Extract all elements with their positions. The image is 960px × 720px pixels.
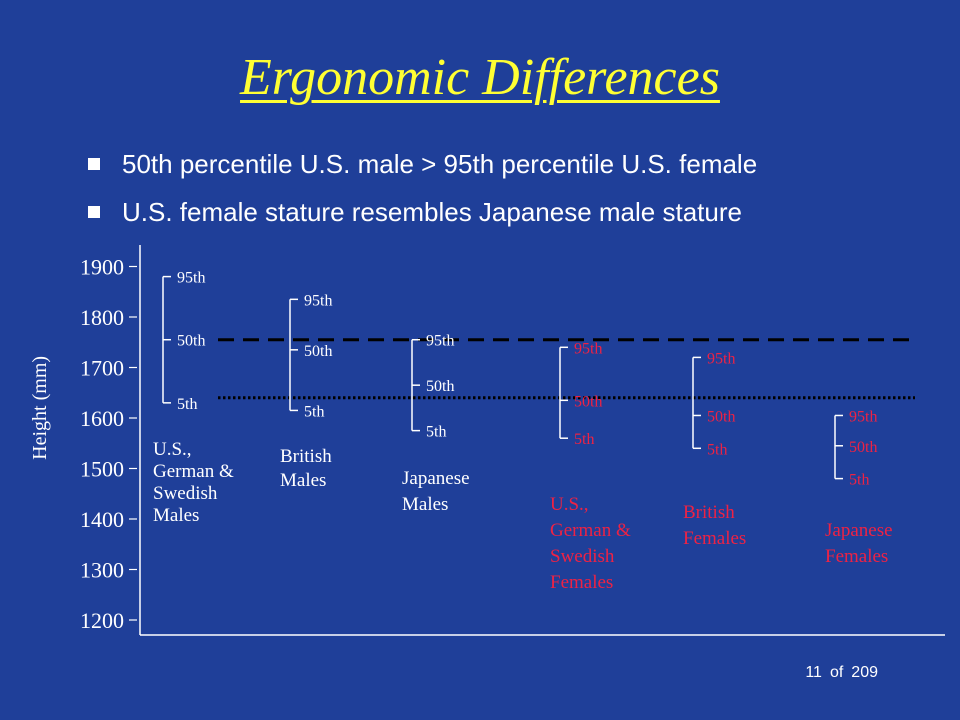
group-label: Japanese bbox=[825, 520, 893, 541]
bullet-list: 50th percentile U.S. male > 95th percent… bbox=[88, 140, 757, 236]
percentile-label: 95th bbox=[304, 292, 332, 309]
group-label: Females bbox=[683, 528, 746, 549]
bullet-item: 50th percentile U.S. male > 95th percent… bbox=[88, 140, 757, 188]
group-label: Males bbox=[153, 505, 199, 526]
percentile-label: 95th bbox=[574, 340, 602, 357]
bullet-text: U.S. female stature resembles Japanese m… bbox=[122, 196, 742, 227]
y-tick-label: 1300 bbox=[80, 558, 124, 583]
percentile-label: 50th bbox=[177, 333, 205, 350]
percentile-label: 50th bbox=[304, 343, 332, 360]
percentile-label: 95th bbox=[426, 333, 454, 350]
percentile-label: 50th bbox=[707, 408, 735, 425]
y-tick-label: 1500 bbox=[80, 457, 124, 482]
page-counter: 11 of 209 bbox=[797, 664, 878, 682]
percentile-label: 5th bbox=[177, 396, 197, 413]
group-label: U.S., bbox=[550, 494, 589, 515]
group-label: German & bbox=[550, 520, 631, 541]
percentile-label: 5th bbox=[574, 431, 594, 448]
percentile-label: 50th bbox=[574, 393, 602, 410]
page-of-label: of bbox=[829, 664, 844, 681]
percentile-label: 5th bbox=[304, 403, 324, 420]
group-label: Swedish bbox=[153, 483, 218, 504]
group-label: Japanese bbox=[402, 468, 470, 489]
group-label: British bbox=[683, 502, 735, 523]
percentile-label: 5th bbox=[426, 424, 446, 441]
y-tick-label: 1600 bbox=[80, 406, 124, 431]
percentile-label: 5th bbox=[707, 441, 727, 458]
percentile-label: 50th bbox=[426, 378, 454, 395]
percentile-label: 95th bbox=[707, 350, 735, 367]
page-current: 11 bbox=[805, 664, 822, 681]
y-axis-title: Height (mm) bbox=[29, 356, 51, 460]
y-tick-label: 1200 bbox=[80, 608, 124, 633]
group-label: British bbox=[280, 446, 332, 467]
percentile-label: 50th bbox=[849, 439, 877, 456]
percentile-label: 95th bbox=[177, 270, 205, 287]
group-label: U.S., bbox=[153, 439, 192, 460]
bullet-item: U.S. female stature resembles Japanese m… bbox=[88, 188, 757, 236]
page-total: 209 bbox=[851, 664, 878, 681]
group-label: Swedish bbox=[550, 546, 615, 567]
y-tick-label: 1900 bbox=[80, 255, 124, 280]
group-label: German & bbox=[153, 461, 234, 482]
group-label: Females bbox=[550, 572, 613, 593]
y-tick-label: 1700 bbox=[80, 356, 124, 381]
group-label: Males bbox=[402, 494, 448, 515]
y-tick-label: 1800 bbox=[80, 305, 124, 330]
percentile-label: 95th bbox=[849, 408, 877, 425]
slide-title: Ergonomic Differences bbox=[240, 49, 720, 106]
y-tick-label: 1400 bbox=[80, 507, 124, 532]
percentile-label: 5th bbox=[849, 472, 869, 489]
square-bullet-icon bbox=[88, 206, 100, 218]
bullet-text: 50th percentile U.S. male > 95th percent… bbox=[122, 148, 758, 179]
group-label: Males bbox=[280, 470, 326, 491]
group-label: Females bbox=[825, 546, 888, 567]
square-bullet-icon bbox=[88, 158, 100, 170]
